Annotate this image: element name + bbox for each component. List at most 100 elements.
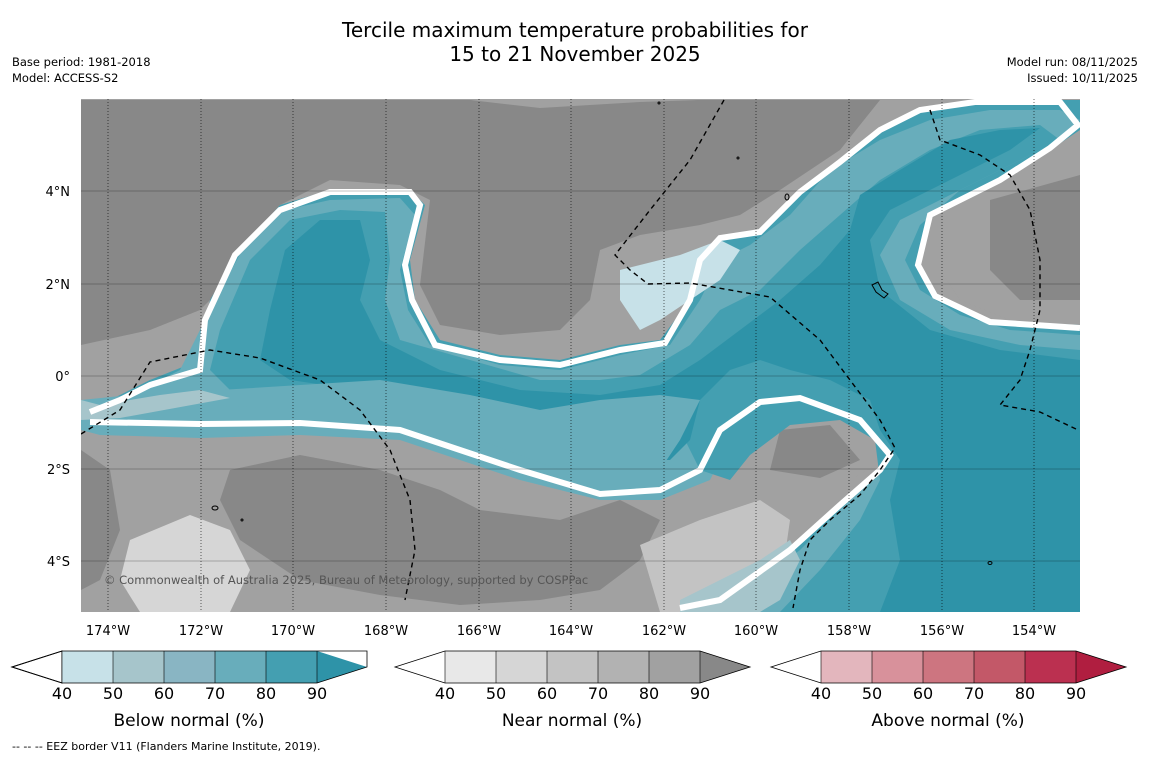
- colorbar-above-normal: 40 50 60 70 80 90 Above normal (%): [769, 650, 1128, 731]
- contour-40-north: [88, 99, 1080, 415]
- below-normal-40-patch: [620, 240, 740, 330]
- cbar-tick: 50: [486, 684, 506, 703]
- below-normal-70-lobe: [100, 380, 700, 480]
- x-tick-label: 160°W: [734, 624, 778, 639]
- cbar-near-swatch: [445, 651, 496, 683]
- issued-text: Issued: 10/11/2025: [1027, 71, 1138, 85]
- cbar-tick: 70: [588, 684, 608, 703]
- cbar-tick: 60: [537, 684, 557, 703]
- x-tick-label: 168°W: [364, 624, 408, 639]
- island-small-4: [736, 156, 740, 160]
- cbar-tick: 90: [307, 684, 327, 703]
- cbar-tick: 70: [964, 684, 984, 703]
- latitude-lines: [81, 190, 1080, 562]
- x-tick-label: 166°W: [457, 624, 501, 639]
- cbar-near-swatch: [496, 651, 547, 683]
- x-tick-label: 154°W: [1012, 624, 1056, 639]
- y-tick-label: 4°S: [47, 555, 70, 570]
- island-kiritimati: [871, 281, 889, 299]
- cbar-tick: 50: [862, 684, 882, 703]
- cbar-above-swatch: [872, 651, 923, 683]
- cbar-near-swatch: [547, 651, 598, 683]
- y-tick-label: 0°: [55, 370, 70, 385]
- cbar-below-swatch: [317, 651, 367, 683]
- base-period-text: Base period: 1981-2018: [12, 55, 151, 69]
- map-field: [81, 99, 1080, 612]
- x-tick-label: 170°W: [271, 624, 315, 639]
- x-tick-label: 164°W: [549, 624, 593, 639]
- island-small-2: [987, 561, 993, 565]
- meta-right: Model run: 08/11/2025 Issued: 10/11/2025: [1007, 54, 1138, 86]
- cbar-tick: 60: [154, 684, 174, 703]
- cbar-tick: 40: [435, 684, 455, 703]
- colorbar-near-normal: 40 50 60 70 80 90 Near normal (%): [393, 650, 752, 731]
- near-normal-light-south: [120, 515, 250, 612]
- cbar-below-swatch: [113, 651, 164, 683]
- cbar-tick: 90: [1066, 684, 1086, 703]
- cbar-below-swatch: [266, 651, 317, 683]
- map-title: Tercile maximum temperature probabilitie…: [0, 18, 1150, 66]
- cbar-below-swatch: [164, 651, 215, 683]
- cbar-tick: 70: [205, 684, 225, 703]
- x-tick-label: 156°W: [920, 624, 964, 639]
- y-tick-label: 2°N: [46, 278, 71, 293]
- island-small-5: [240, 518, 244, 522]
- title-line-1: Tercile maximum temperature probabilitie…: [342, 18, 808, 42]
- cbar-below-swatch: [62, 651, 113, 683]
- cbar-above-swatch: [1025, 651, 1076, 683]
- islands: [211, 101, 993, 565]
- title-line-2: 15 to 21 November 2025: [449, 42, 701, 66]
- cbar-tick: 40: [52, 684, 72, 703]
- x-tick-label: 158°W: [827, 624, 871, 639]
- cbar-above-swatch: [974, 651, 1025, 683]
- cbar-above-label: Above normal (%): [871, 711, 1024, 731]
- cbar-near-swatch: [598, 651, 649, 683]
- meta-left: Base period: 1981-2018 Model: ACCESS-S2: [12, 54, 151, 86]
- cbar-tick: 80: [256, 684, 276, 703]
- contour-40-south: [89, 394, 894, 611]
- x-tick-label: 174°W: [86, 624, 130, 639]
- eez-footnote: -- -- -- EEZ border V11 (Flanders Marine…: [12, 740, 321, 753]
- near-normal-90-core: [81, 100, 860, 320]
- model-run-text: Model run: 08/11/2025: [1006, 55, 1138, 69]
- cbar-below-swatch: [10, 650, 63, 684]
- eez-borders: [81, 99, 1079, 609]
- near-normal-90-east: [990, 175, 1080, 300]
- below-normal-90-core: [260, 128, 1080, 612]
- cbar-below-label: Below normal (%): [114, 711, 265, 731]
- cbar-above-swatch: [771, 651, 821, 683]
- cbar-tick: 50: [103, 684, 123, 703]
- near-normal-90-southwest: [81, 450, 120, 590]
- cbar-above-swatch: [923, 651, 974, 683]
- cbar-near-swatch: [700, 651, 750, 683]
- cbar-tick: 60: [913, 684, 933, 703]
- cbar-below-swatch: [215, 651, 266, 683]
- model-text: Model: ACCESS-S2: [12, 71, 119, 85]
- x-tick-label: 172°W: [179, 624, 223, 639]
- below-normal-50-south: [680, 540, 800, 612]
- x-axis-ticks: 174°W 172°W 170°W 168°W 166°W 164°W 162°…: [86, 624, 1056, 639]
- y-axis-ticks: 4°N 2°N 0° 2°S 4°S: [46, 185, 71, 570]
- cbar-tick: 80: [1015, 684, 1035, 703]
- cbar-near-swatch: [649, 651, 700, 683]
- cbar-near-label: Near normal (%): [502, 711, 642, 731]
- y-tick-label: 2°S: [47, 463, 70, 478]
- y-tick-label: 4°N: [46, 185, 71, 200]
- cbar-tick: 90: [690, 684, 710, 703]
- island-small-1: [211, 505, 219, 511]
- near-normal-90-south: [220, 455, 660, 605]
- cbar-above-swatch: [821, 651, 872, 683]
- colorbar-below-normal: 40 50 60 70 80 90 Below normal (%): [10, 650, 368, 731]
- copyright-text: © Commonwealth of Australia 2025, Bureau…: [104, 573, 588, 587]
- island-teraina: [784, 193, 790, 201]
- cbar-tick: 80: [639, 684, 659, 703]
- x-tick-label: 162°W: [642, 624, 686, 639]
- cbar-above-swatch: [1076, 651, 1126, 683]
- near-normal-90-pocket: [770, 425, 860, 478]
- island-small-3: [657, 101, 661, 105]
- cbar-tick: 40: [811, 684, 831, 703]
- below-normal-50-tip: [81, 390, 230, 420]
- cbar-near-swatch: [395, 651, 445, 683]
- colorbars: 40 50 60 70 80 90 Below normal (%) 40 50: [10, 650, 1128, 731]
